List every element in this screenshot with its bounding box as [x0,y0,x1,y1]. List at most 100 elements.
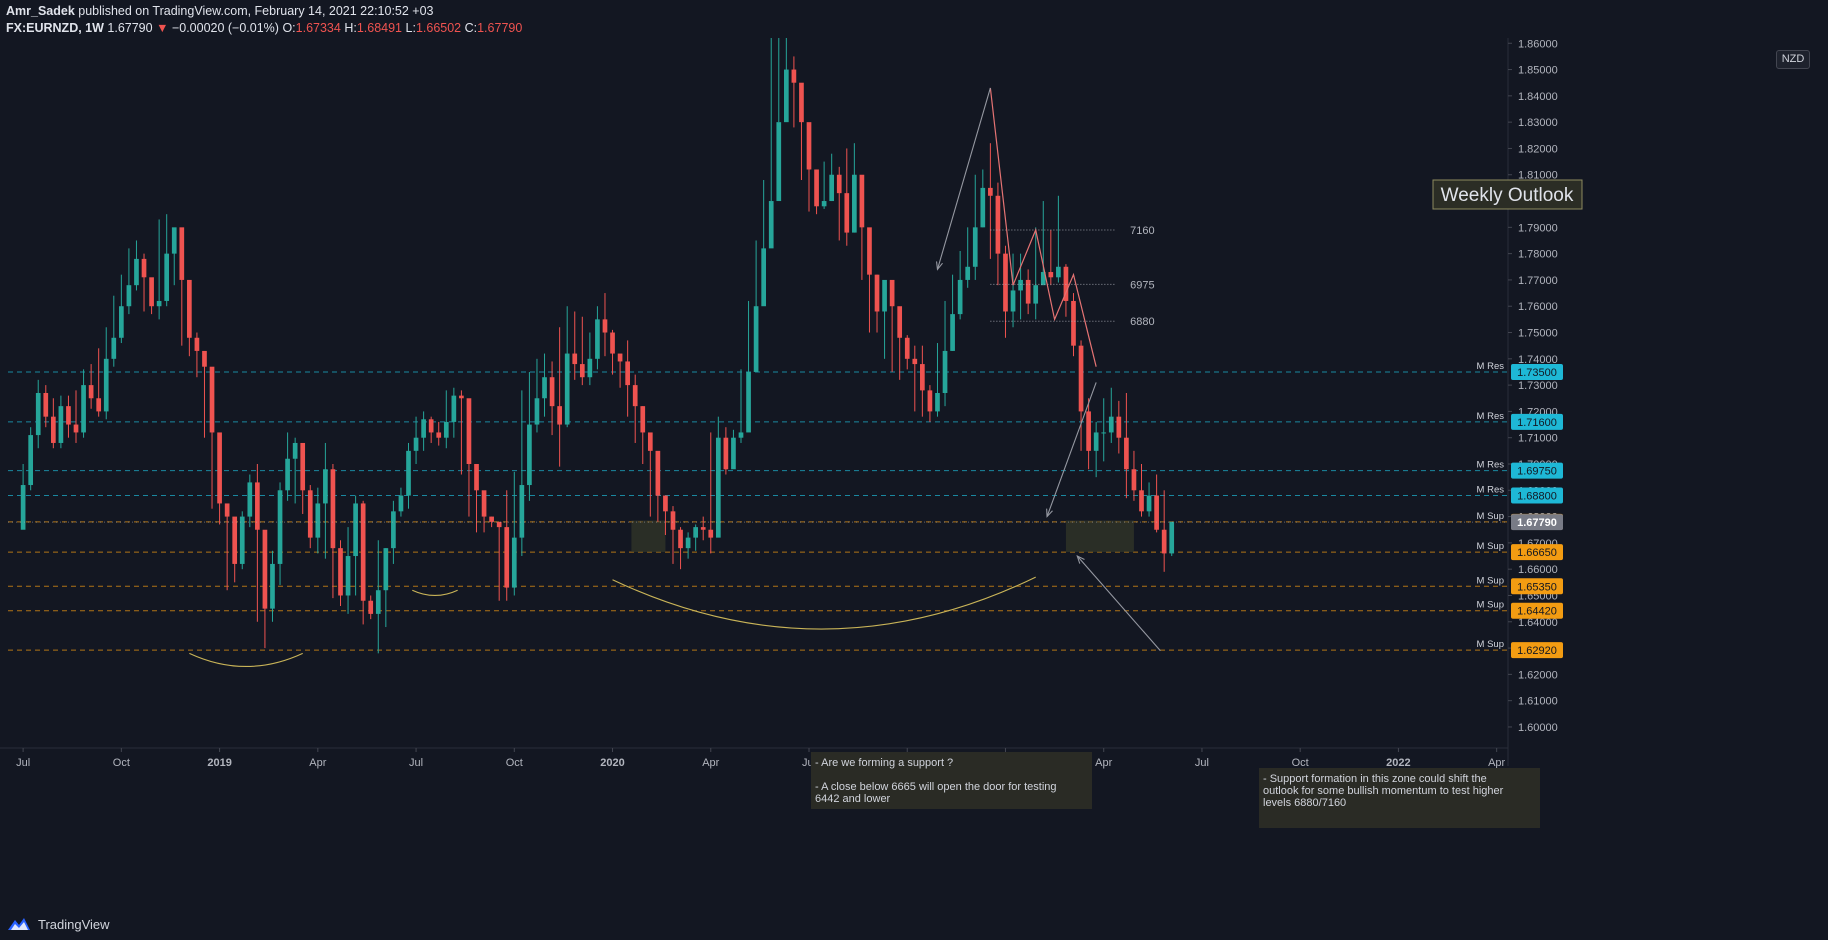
candle [852,143,857,233]
candle [670,506,676,564]
candle [1101,398,1107,462]
author-name[interactable]: Amr_Sadek [6,4,75,18]
candle [353,495,358,596]
candle-body [368,600,374,614]
candle [307,485,313,549]
candle [897,306,903,380]
candle-body [1025,279,1031,304]
candle [149,277,154,315]
candle [859,174,865,280]
candle-body [179,227,185,280]
candle-body [338,548,343,596]
symbol-name[interactable]: FX:EURNZD, 1W [6,21,104,35]
candle-body [965,266,971,280]
candle [715,416,721,538]
candle-body [950,314,955,351]
candle-body [927,390,933,412]
candle-body [217,432,222,504]
candle-body [821,201,827,207]
candle [436,421,442,446]
candle [338,540,343,606]
candle-body [300,442,306,491]
candle [806,122,812,212]
support-note-line: - Are we forming a support ? [815,757,953,769]
candle-body [1124,437,1129,470]
outlook-note: - Support formation in this zone could s… [1259,768,1540,828]
outlook-note-bg [1259,768,1540,828]
candle-body [171,227,177,254]
candle [1033,227,1039,320]
level-price-tag [1511,413,1563,430]
candle [239,511,245,570]
level-label: M Sup [1477,541,1504,552]
candle-body [164,253,170,301]
candle-body [836,174,842,194]
candle-body [489,516,494,522]
candle [572,311,578,380]
outlook-note-line: - Support formation in this zone could s… [1263,773,1487,785]
candle-body [791,69,797,83]
y-tick-label: 1.60000 [1518,722,1558,734]
candle [58,395,64,449]
candle [368,595,374,620]
candle-body [1086,411,1091,451]
candle-body [852,174,857,233]
candle [375,540,381,654]
candle-body [1139,490,1144,512]
candle-body [285,458,290,491]
candle-body [814,169,819,207]
x-tick-label: Jul [409,757,423,769]
candle-body [111,337,117,359]
candle [262,529,268,649]
x-tick-label: Apr [1095,757,1112,769]
candle-body [126,285,132,307]
footer-brand[interactable]: TradingView [6,916,110,932]
candle-body [1003,253,1008,312]
candle [28,427,34,491]
candle [723,427,729,475]
candle [43,385,49,428]
candle-body [353,503,358,557]
candle [927,385,933,422]
candle [345,527,351,614]
candle [632,374,638,443]
candle [700,516,706,541]
candle-body [66,406,71,425]
candle [413,416,419,464]
candle [141,253,147,312]
candle [466,398,472,517]
level-label: M Sup [1477,639,1504,650]
y-tick-label: 1.83000 [1518,117,1558,129]
candle-body [345,556,351,596]
candle [821,161,827,209]
level-label: M Sup [1477,600,1504,611]
candle [96,348,102,417]
level-price-tag [1511,363,1563,380]
candle-body [398,495,404,512]
high-value: 1.68491 [356,21,403,35]
candle-body [829,174,835,202]
candle-body [655,450,661,496]
currency-badge[interactable]: NZD [1776,50,1810,69]
candle [103,327,109,420]
candle [481,490,487,533]
candle [224,503,230,591]
candle-body [942,350,948,393]
candle-body [1154,495,1159,530]
candle [156,219,162,320]
target-level-label: 6975 [1130,279,1154,291]
y-tick-label: 1.66000 [1518,564,1558,576]
candle [232,516,238,583]
candle-body [874,274,880,312]
y-tick-label: 1.62000 [1518,669,1558,681]
candle-body [239,516,245,564]
candle [171,227,177,286]
candle-body [806,122,812,170]
x-tick-label: Jul [16,757,30,769]
candle [731,429,736,470]
candle [1018,253,1023,320]
candle-body [935,393,940,412]
candle-body [632,385,638,407]
y-tick-label: 1.64000 [1518,617,1558,629]
